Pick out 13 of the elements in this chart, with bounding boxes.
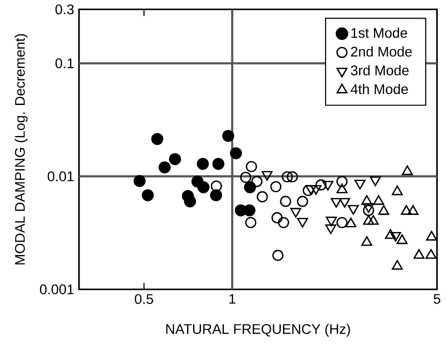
y-tick-label: 0.01 — [48, 171, 74, 182]
x-tick-label: 0.5 — [134, 294, 154, 304]
y-axis-title: MODAL DAMPING (Log. Decrement) — [14, 34, 28, 264]
x-tick-label: 1 — [229, 294, 236, 304]
x-tick-label: 5 — [434, 294, 440, 304]
legend-label: 4th Mode — [350, 84, 408, 94]
x-axis-title: NATURAL FREQUENCY (Hz) — [166, 324, 350, 337]
y-tick-label: 0.3 — [55, 4, 74, 14]
y-tick-label: 0.001 — [40, 284, 74, 294]
legend-label: 2nd Mode — [351, 46, 412, 56]
y-tick-label: 0.1 — [55, 58, 74, 68]
legend-label: 1st Mode — [351, 27, 408, 38]
legend-label: 3rd Mode — [350, 64, 409, 76]
